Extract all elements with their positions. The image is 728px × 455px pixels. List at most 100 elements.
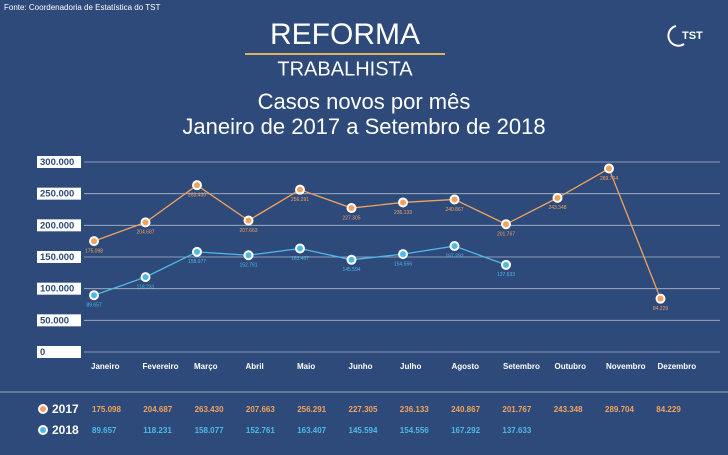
point — [604, 163, 614, 174]
legend-label: 2017 — [52, 402, 79, 416]
point-label: 236.133 — [394, 210, 412, 216]
y-tick-label: 0 — [40, 347, 45, 358]
table-value: 89.657 — [92, 426, 117, 435]
point — [295, 184, 305, 195]
point-label: 289.704 — [600, 176, 618, 182]
point-label: 158.077 — [188, 259, 206, 265]
point — [140, 217, 151, 228]
x-tick-label: Março — [194, 362, 218, 371]
y-tick-box — [37, 282, 81, 295]
point-label: 84.229 — [653, 306, 669, 312]
table-value: 167.292 — [451, 426, 480, 435]
point — [192, 180, 202, 191]
point-label: 227.305 — [342, 215, 360, 221]
table-value: 163.407 — [297, 426, 326, 435]
point-label: 145.594 — [342, 267, 360, 273]
point-label: 137.633 — [497, 272, 515, 278]
table-value: 154.556 — [400, 426, 429, 435]
logo: TST — [682, 30, 703, 42]
y-tick-label: 300.000 — [40, 157, 74, 168]
x-tick-label: Setembro — [503, 362, 540, 371]
table-value: 243.348 — [554, 405, 583, 414]
table-value: 263.430 — [195, 405, 224, 414]
point-label: 256.291 — [291, 197, 309, 203]
x-tick-label: Outubro — [555, 362, 587, 371]
x-tick-label: Novembro — [606, 362, 646, 371]
point — [346, 203, 357, 214]
y-tick-label: 100.000 — [40, 284, 74, 295]
point-label: 175.098 — [85, 248, 103, 254]
y-tick-box — [37, 346, 81, 358]
point — [243, 215, 254, 226]
point — [552, 192, 563, 203]
x-tick-label: Julho — [400, 362, 421, 371]
x-tick-label: Abril — [246, 362, 264, 371]
y-tick-box — [37, 314, 81, 327]
point-label: 201.767 — [497, 232, 515, 238]
point — [89, 290, 99, 301]
source: Fonte: Coordenadoria de Estatística do T… — [4, 3, 160, 12]
table-value: 227.305 — [349, 405, 378, 414]
y-tick-label: 250.000 — [40, 189, 74, 200]
table-value: 204.687 — [143, 405, 172, 414]
point-label: 167.292 — [445, 253, 463, 259]
point — [192, 246, 202, 257]
y-tick-box — [37, 251, 81, 263]
table-value: 145.594 — [349, 426, 378, 435]
y-tick-label: 150.000 — [40, 252, 74, 263]
x-tick-label: Junho — [349, 362, 373, 371]
x-tick-label: Dezembro — [658, 362, 697, 371]
header-title: REFORMA — [270, 18, 420, 51]
table-value: 201.767 — [502, 405, 531, 414]
y-tick-box — [37, 156, 81, 168]
point — [295, 243, 305, 254]
legend-marker — [38, 425, 48, 435]
point-label: 240.867 — [445, 207, 463, 213]
x-tick-label: Maio — [297, 362, 315, 371]
table-value: 236.133 — [400, 405, 429, 414]
x-tick-label: Fevereiro — [143, 362, 179, 371]
point-label: 207.663 — [239, 228, 257, 234]
point-label: 152.761 — [239, 263, 257, 269]
legend-marker — [38, 404, 48, 414]
point-label: 263.430 — [188, 192, 206, 198]
point — [346, 254, 357, 265]
table-value: 175.098 — [92, 405, 121, 414]
point-label: 154.556 — [394, 261, 412, 267]
point-label: 89.657 — [86, 303, 102, 309]
table-value: 152.761 — [246, 426, 275, 435]
point — [501, 219, 511, 230]
point — [398, 249, 408, 260]
series-line — [93, 167, 662, 299]
point — [89, 236, 99, 247]
chart-subtitle: Janeiro de 2017 a Setembro de 2018 — [182, 114, 545, 139]
table-value: 256.291 — [297, 405, 326, 414]
y-tick-label: 50.000 — [40, 315, 69, 326]
table-value: 158.077 — [195, 426, 224, 435]
point-label: 243.348 — [548, 205, 566, 211]
x-tick-label: Janeiro — [91, 362, 120, 371]
y-tick-label: 200.000 — [40, 220, 74, 231]
point-label: 118.231 — [137, 284, 155, 290]
point — [398, 197, 408, 208]
table-value: 240.867 — [451, 405, 480, 414]
table-value: 137.633 — [502, 426, 531, 435]
table-value: 207.663 — [246, 405, 275, 414]
table-value: 289.704 — [605, 405, 634, 414]
y-tick-box — [37, 187, 81, 200]
table-value: 118.231 — [143, 426, 172, 435]
header-subtitle: TRABALHISTA — [277, 58, 413, 80]
point — [501, 259, 511, 270]
chart-title: Casos novos por mês — [258, 89, 471, 114]
point — [140, 272, 151, 283]
table-value: 84.229 — [656, 405, 681, 414]
x-tick-label: Agosto — [452, 362, 480, 371]
legend-label: 2018 — [52, 423, 79, 437]
point — [655, 293, 666, 304]
point — [243, 250, 254, 261]
logo-arc — [667, 25, 685, 47]
y-tick-box — [37, 219, 81, 232]
point-label: 204.687 — [136, 230, 154, 236]
point — [449, 241, 460, 252]
